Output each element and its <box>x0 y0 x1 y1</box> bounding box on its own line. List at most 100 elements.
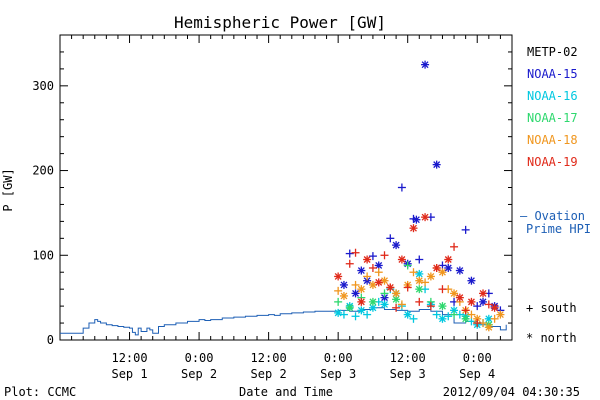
data-point <box>386 283 395 292</box>
data-point <box>426 272 435 281</box>
data-point <box>455 266 464 275</box>
data-point <box>374 268 383 277</box>
data-point <box>351 312 360 321</box>
asterisk-stroke <box>357 267 365 274</box>
y-axis: 0 100 200 300 <box>32 51 512 347</box>
data-point <box>403 261 412 270</box>
data-point <box>496 310 505 319</box>
data-point <box>334 272 343 281</box>
data-point <box>473 319 482 328</box>
data-point <box>409 314 418 323</box>
data-point <box>363 310 372 319</box>
asterisk-stroke <box>467 298 475 306</box>
x-tick-label: 0:00 <box>324 351 353 365</box>
x-tick-label: Sep 2 <box>251 367 287 381</box>
data-point <box>473 302 482 311</box>
data-point <box>450 310 459 319</box>
data-point <box>461 314 470 323</box>
data-point <box>444 263 453 272</box>
asterisk-stroke <box>444 256 452 263</box>
data-point <box>484 323 493 332</box>
data-point <box>415 255 424 264</box>
data-point <box>357 285 366 294</box>
data-point <box>351 248 360 257</box>
legend: METP-02 NOAA-15 NOAA-16 NOAA-17 NOAA-18 NOAA-… <box>527 45 578 169</box>
asterisk-stroke <box>450 306 458 314</box>
x-tick-label: Sep 3 <box>320 367 356 381</box>
asterisk-stroke <box>479 289 487 297</box>
data-point <box>368 263 377 272</box>
data-point <box>345 249 354 258</box>
data-point <box>397 300 406 309</box>
data-point <box>467 297 476 306</box>
asterisk-stroke <box>404 311 412 319</box>
data-point <box>412 215 421 224</box>
x-tick-label: Sep 2 <box>181 367 217 381</box>
x-tick-label: 12:00 <box>111 351 147 365</box>
data-point <box>357 306 366 315</box>
data-point <box>392 303 401 312</box>
data-point <box>432 263 441 272</box>
x-axis-label: Date and Time <box>239 385 333 399</box>
data-point <box>368 297 377 306</box>
data-point <box>351 289 360 298</box>
asterisk-stroke <box>444 264 452 272</box>
data-point <box>444 312 453 321</box>
chart-title: Hemispheric Power [GW] <box>174 13 386 32</box>
asterisk-stroke <box>439 268 446 276</box>
asterisk-stroke <box>415 285 423 293</box>
x-tick-label: Sep 3 <box>390 367 426 381</box>
data-point <box>380 251 389 260</box>
x-axis: 12:00 Sep 1 0:00 Sep 2 12:00 Sep 2 0:00 Sep 3 12… <box>59 35 513 381</box>
asterisk-stroke <box>485 315 493 323</box>
asterisk-stroke <box>473 315 481 323</box>
data-point <box>473 314 482 323</box>
ovation-series <box>60 307 507 336</box>
data-point <box>444 255 453 264</box>
asterisk-stroke <box>462 315 470 323</box>
data-point <box>479 297 488 306</box>
data-point <box>363 255 372 264</box>
asterisk-stroke <box>467 277 475 285</box>
data-point <box>438 302 447 311</box>
asterisk-stroke <box>363 256 371 263</box>
data-point <box>334 297 343 306</box>
asterisk-stroke <box>450 289 458 297</box>
asterisk-stroke <box>381 300 388 308</box>
asterisk-stroke <box>491 304 499 312</box>
data-point <box>392 289 401 298</box>
x-tick-label: 0:00 <box>185 351 214 365</box>
data-point <box>397 255 406 264</box>
data-point <box>415 297 424 306</box>
data-point <box>403 283 412 292</box>
x-tick-label: Sep 1 <box>111 367 147 381</box>
data-point <box>363 272 372 281</box>
asterisk-stroke <box>433 264 441 272</box>
asterisk-stroke <box>415 270 423 278</box>
asterisk-stroke <box>357 306 365 314</box>
data-point <box>421 213 430 222</box>
data-point <box>490 303 499 312</box>
asterisk-stroke <box>410 224 417 232</box>
data-point <box>426 302 435 311</box>
data-point <box>415 285 424 294</box>
data-point <box>415 276 424 285</box>
data-point <box>392 241 401 250</box>
data-point <box>345 259 354 268</box>
data-point <box>386 234 395 243</box>
legend-item: NOAA-17 <box>527 111 578 125</box>
asterisk-stroke <box>485 323 493 331</box>
asterisk-stroke <box>392 241 400 249</box>
asterisk-stroke <box>421 61 429 69</box>
data-point <box>438 285 447 294</box>
legend-item: METP-02 <box>527 45 578 59</box>
data-point <box>484 314 493 323</box>
symbol-key-item: + south <box>526 301 577 315</box>
data-point <box>461 306 470 315</box>
satellite-points <box>334 60 505 332</box>
asterisk-stroke <box>392 295 400 303</box>
asterisk-stroke <box>386 284 394 291</box>
asterisk-stroke <box>456 294 464 302</box>
